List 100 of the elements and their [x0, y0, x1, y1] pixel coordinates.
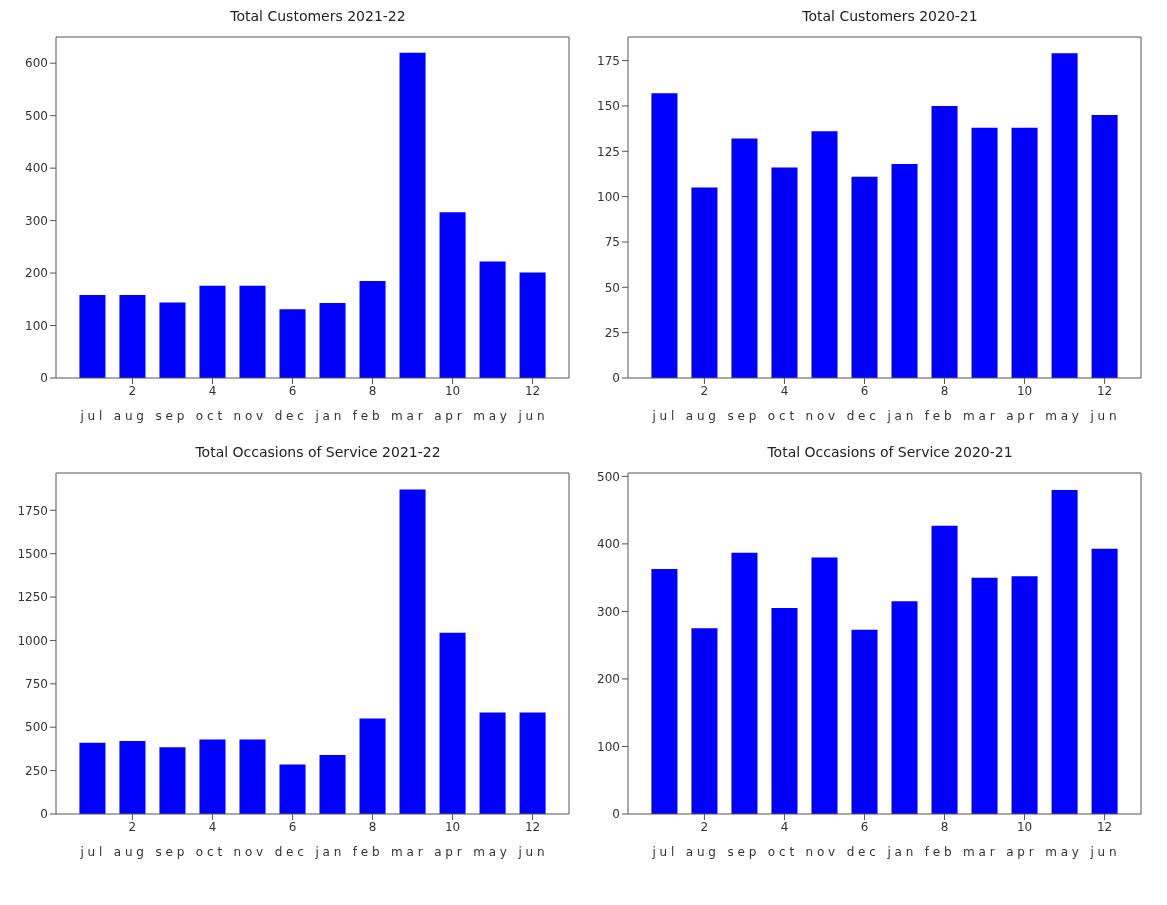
y-tick-label: 1750 [17, 503, 48, 518]
bar [119, 295, 146, 378]
x-tick-label: 2 [700, 383, 709, 398]
x-tick-label: 2 [700, 819, 709, 834]
bar [439, 212, 466, 378]
x-axis-title: jul aug sep oct nov dec jan feb mar apr may jun [79, 845, 545, 859]
x-tick-label: 6 [860, 819, 869, 834]
y-tick-label: 0 [612, 807, 620, 822]
y-tick-label: 175 [597, 53, 620, 68]
chart-title: Total Customers 2021-22 [229, 8, 407, 26]
y-tick-label: 25 [604, 325, 620, 340]
x-tick-label: 4 [208, 383, 217, 398]
bar [519, 712, 546, 814]
bar [931, 525, 958, 814]
y-tick-label: 100 [25, 318, 48, 333]
bar [119, 741, 146, 814]
bar [971, 577, 998, 814]
bar [399, 489, 426, 814]
bar [691, 628, 718, 814]
bar [651, 568, 678, 814]
bar [691, 187, 718, 378]
y-tick-label: 0 [40, 807, 48, 822]
x-tick-label: 12 [1096, 383, 1113, 398]
y-tick-label: 200 [25, 266, 48, 281]
x-tick-label: 10 [444, 819, 461, 834]
chart-title: Total Occasions of Service 2021-22 [194, 444, 442, 462]
y-tick-label: 100 [597, 189, 620, 204]
y-tick-label: 150 [597, 99, 620, 114]
y-tick-label: 750 [25, 677, 48, 692]
y-tick-label: 1500 [17, 546, 48, 561]
y-tick-label: 100 [597, 739, 620, 754]
bar [931, 105, 958, 378]
x-tick-label: 12 [524, 383, 541, 398]
x-axis-title: jul aug sep oct nov dec jan feb mar apr may jun [651, 845, 1117, 859]
y-tick-label: 300 [25, 213, 48, 228]
y-tick-label: 1000 [17, 633, 48, 648]
bar [811, 557, 838, 814]
bar [479, 712, 506, 814]
chart-title: Total Occasions of Service 2020-21 [766, 444, 1014, 462]
y-tick-label: 250 [25, 763, 48, 778]
bar [79, 295, 106, 378]
x-tick-label: 8 [940, 819, 949, 834]
bar [359, 280, 386, 378]
bar [1091, 114, 1118, 378]
y-tick-label: 400 [25, 161, 48, 176]
bar [319, 302, 346, 378]
x-tick-label: 10 [1016, 383, 1033, 398]
bar [971, 127, 998, 378]
x-tick-label: 2 [128, 383, 137, 398]
x-tick-label: 12 [524, 819, 541, 834]
bar [519, 272, 546, 378]
y-tick-label: 125 [597, 144, 620, 159]
y-tick-label: 200 [597, 672, 620, 687]
y-tick-label: 0 [40, 371, 48, 386]
y-tick-label: 0 [612, 371, 620, 386]
y-tick-label: 75 [604, 235, 620, 250]
y-tick-label: 400 [597, 537, 620, 552]
bar [239, 285, 266, 378]
x-tick-label: 6 [288, 819, 297, 834]
x-tick-label: 8 [368, 383, 377, 398]
chart-title: Total Customers 2020-21 [801, 8, 979, 26]
bar [891, 601, 918, 814]
bar [199, 739, 226, 814]
bar [771, 608, 798, 814]
bar [1011, 127, 1038, 378]
x-axis-title: jul aug sep oct nov dec jan feb mar apr may jun [79, 409, 545, 423]
bar [239, 739, 266, 814]
bar [731, 138, 758, 378]
bar [1011, 576, 1038, 814]
y-tick-label: 1250 [17, 590, 48, 605]
bar [279, 764, 306, 814]
bar [731, 552, 758, 814]
bar [1051, 489, 1078, 814]
bar [279, 309, 306, 378]
x-tick-label: 6 [288, 383, 297, 398]
bar [359, 718, 386, 814]
x-tick-label: 2 [128, 819, 137, 834]
bar [851, 629, 878, 814]
x-tick-label: 8 [940, 383, 949, 398]
bar [159, 302, 186, 378]
y-tick-label: 50 [604, 280, 620, 295]
x-tick-label: 8 [368, 819, 377, 834]
x-tick-label: 4 [780, 819, 789, 834]
bar [199, 285, 226, 378]
bar [651, 93, 678, 378]
bar [1051, 53, 1078, 378]
bar [1091, 548, 1118, 814]
x-tick-label: 12 [1096, 819, 1113, 834]
x-tick-label: 4 [780, 383, 789, 398]
y-tick-label: 500 [25, 720, 48, 735]
bar [811, 131, 838, 378]
y-tick-label: 500 [597, 469, 620, 484]
bar [399, 52, 426, 378]
x-tick-label: 10 [444, 383, 461, 398]
bar [319, 755, 346, 814]
y-tick-label: 600 [25, 56, 48, 71]
x-axis-title: jul aug sep oct nov dec jan feb mar apr may jun [651, 409, 1117, 423]
bar [439, 632, 466, 814]
bar [159, 747, 186, 814]
y-tick-label: 500 [25, 108, 48, 123]
